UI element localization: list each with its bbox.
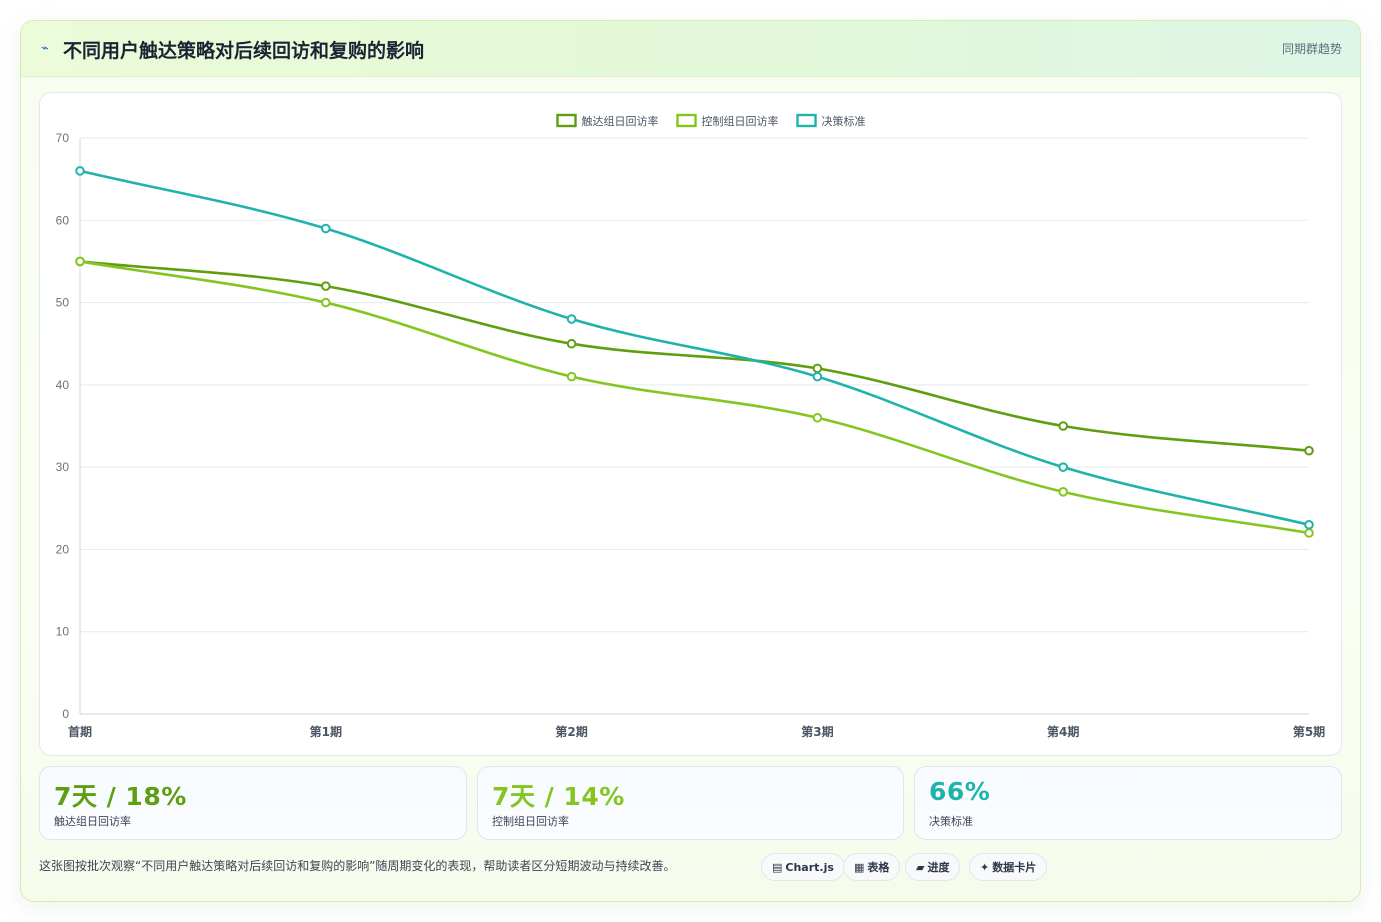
sparkle-icon: ✦	[980, 861, 990, 874]
lightning-icon: ⌁	[41, 41, 49, 56]
legend-swatch	[796, 113, 817, 128]
data-point	[1304, 528, 1314, 538]
data-point	[321, 223, 331, 234]
legend-label: 决策标准	[822, 114, 866, 128]
data-point	[1304, 445, 1314, 456]
data-point	[321, 281, 331, 291]
kpi-value: 66%	[929, 777, 991, 806]
card-header: ⌁ 不同用户触达策略对后续回访和复购的影响 同期群趋势	[21, 21, 1360, 77]
kpi-label: 控制组日回访率	[492, 815, 569, 828]
x-tick-label: 第5期	[1293, 724, 1325, 739]
chart-container: 0 10 20 30 40 50 60 70 首期 第1期 第2期 第3期 第4期 第5期 触达组日回访率 控…	[39, 92, 1342, 756]
y-tick-label: 70	[56, 131, 70, 145]
legend-swatch	[556, 113, 577, 128]
x-tick-label: 第3期	[801, 724, 833, 739]
x-tick-label: 首期	[68, 724, 92, 739]
chart-title: 不同用户触达策略对后续回访和复购的影响	[63, 40, 425, 62]
legend-label: 控制组日回访率	[702, 114, 779, 128]
x-tick-label: 第2期	[555, 724, 587, 739]
y-tick-label: 10	[56, 625, 70, 639]
data-point	[75, 166, 85, 176]
data-point	[812, 412, 823, 423]
x-tick-label: 第4期	[1047, 724, 1079, 739]
pill-label: 表格	[867, 861, 890, 874]
chartjs-pill[interactable]: ▤ Chart.js	[761, 853, 845, 881]
data-point	[321, 297, 331, 308]
series-line-1	[79, 260, 1310, 535]
series-line-2	[79, 169, 1310, 527]
data-point	[566, 314, 577, 324]
data-point	[812, 363, 823, 374]
line-chart: 0 10 20 30 40 50 60 70 首期 第1期 第2期 第3期 第4期 第5期 触达组日回访率 控…	[56, 113, 1325, 739]
y-tick-label: 50	[56, 296, 70, 310]
data-point	[812, 371, 823, 382]
data-card-pill[interactable]: ✦ 数据卡片	[969, 853, 1048, 881]
y-tick-label: 20	[56, 542, 70, 556]
series-line-0	[79, 260, 1310, 452]
kpi-card-standard: 66% 决策标准	[914, 766, 1342, 840]
y-tick-label: 60	[56, 213, 70, 227]
data-point	[1304, 519, 1314, 530]
kpi-label: 触达组日回访率	[54, 815, 131, 828]
data-point	[75, 256, 85, 267]
kpi-value: 7天 / 14%	[492, 782, 625, 811]
pill-label: Chart.js	[785, 861, 834, 874]
x-tick-label: 第1期	[310, 724, 342, 739]
chart-footnote: 这张图按批次观察“不同用户触达策略对后续回访和复购的影响”随周期变化的表现，帮助…	[39, 859, 676, 873]
y-tick-label: 30	[56, 460, 70, 474]
cohort-trend-link[interactable]: 同期群趋势	[1281, 42, 1342, 56]
y-tick-label: 40	[56, 378, 70, 392]
progress-icon: ▰	[916, 861, 925, 874]
progress-pill[interactable]: ▰ 进度	[905, 853, 961, 881]
chart-icon: ▤	[772, 861, 783, 874]
data-point	[566, 371, 577, 382]
pill-label: 数据卡片	[992, 861, 1037, 874]
table-pill[interactable]: ▦ 表格	[843, 853, 901, 881]
kpi-card-reach: 7天 / 18% 触达组日回访率	[39, 766, 467, 840]
data-point	[1058, 462, 1069, 472]
data-point	[1058, 421, 1069, 431]
kpi-card-control: 7天 / 14% 控制组日回访率	[477, 766, 904, 840]
data-point	[566, 338, 577, 349]
y-tick-label: 0	[62, 707, 69, 721]
data-point	[1058, 487, 1069, 497]
table-icon: ▦	[854, 861, 865, 874]
pill-label: 进度	[927, 861, 950, 874]
kpi-label: 决策标准	[929, 815, 973, 828]
chart-card: ⌁ 不同用户触达策略对后续回访和复购的影响 同期群趋势 0 10 20 30 40 50 6…	[20, 20, 1361, 902]
legend-swatch	[676, 113, 697, 128]
legend-label: 触达组日回访率	[582, 114, 659, 128]
kpi-value: 7天 / 18%	[54, 782, 187, 811]
